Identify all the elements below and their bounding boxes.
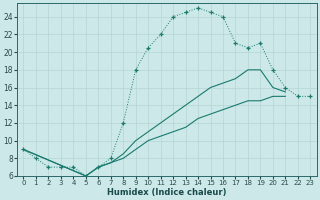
X-axis label: Humidex (Indice chaleur): Humidex (Indice chaleur) (107, 188, 227, 197)
